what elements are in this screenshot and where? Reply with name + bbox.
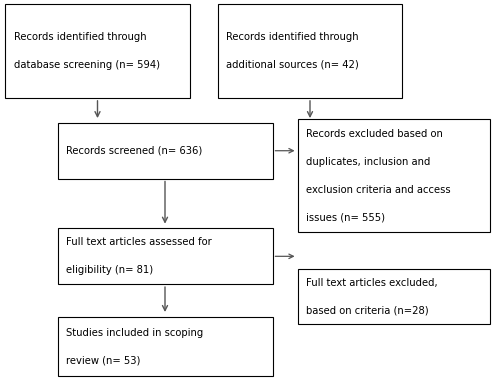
FancyBboxPatch shape <box>298 119 490 232</box>
FancyBboxPatch shape <box>58 123 272 179</box>
FancyBboxPatch shape <box>58 317 272 376</box>
FancyBboxPatch shape <box>5 4 190 98</box>
Text: Records excluded based on

duplicates, inclusion and

exclusion criteria and acc: Records excluded based on duplicates, in… <box>306 129 451 223</box>
FancyBboxPatch shape <box>218 4 402 98</box>
Text: Full text articles assessed for

eligibility (n= 81): Full text articles assessed for eligibil… <box>66 237 212 275</box>
Text: Records screened (n= 636): Records screened (n= 636) <box>66 146 203 156</box>
Text: Records identified through

database screening (n= 594): Records identified through database scre… <box>14 32 160 70</box>
FancyBboxPatch shape <box>58 228 272 284</box>
FancyBboxPatch shape <box>298 269 490 324</box>
Text: Studies included in scoping

review (n= 53): Studies included in scoping review (n= 5… <box>66 328 204 366</box>
Text: Full text articles excluded,

based on criteria (n=28): Full text articles excluded, based on cr… <box>306 278 438 316</box>
Text: Records identified through

additional sources (n= 42): Records identified through additional so… <box>226 32 359 70</box>
